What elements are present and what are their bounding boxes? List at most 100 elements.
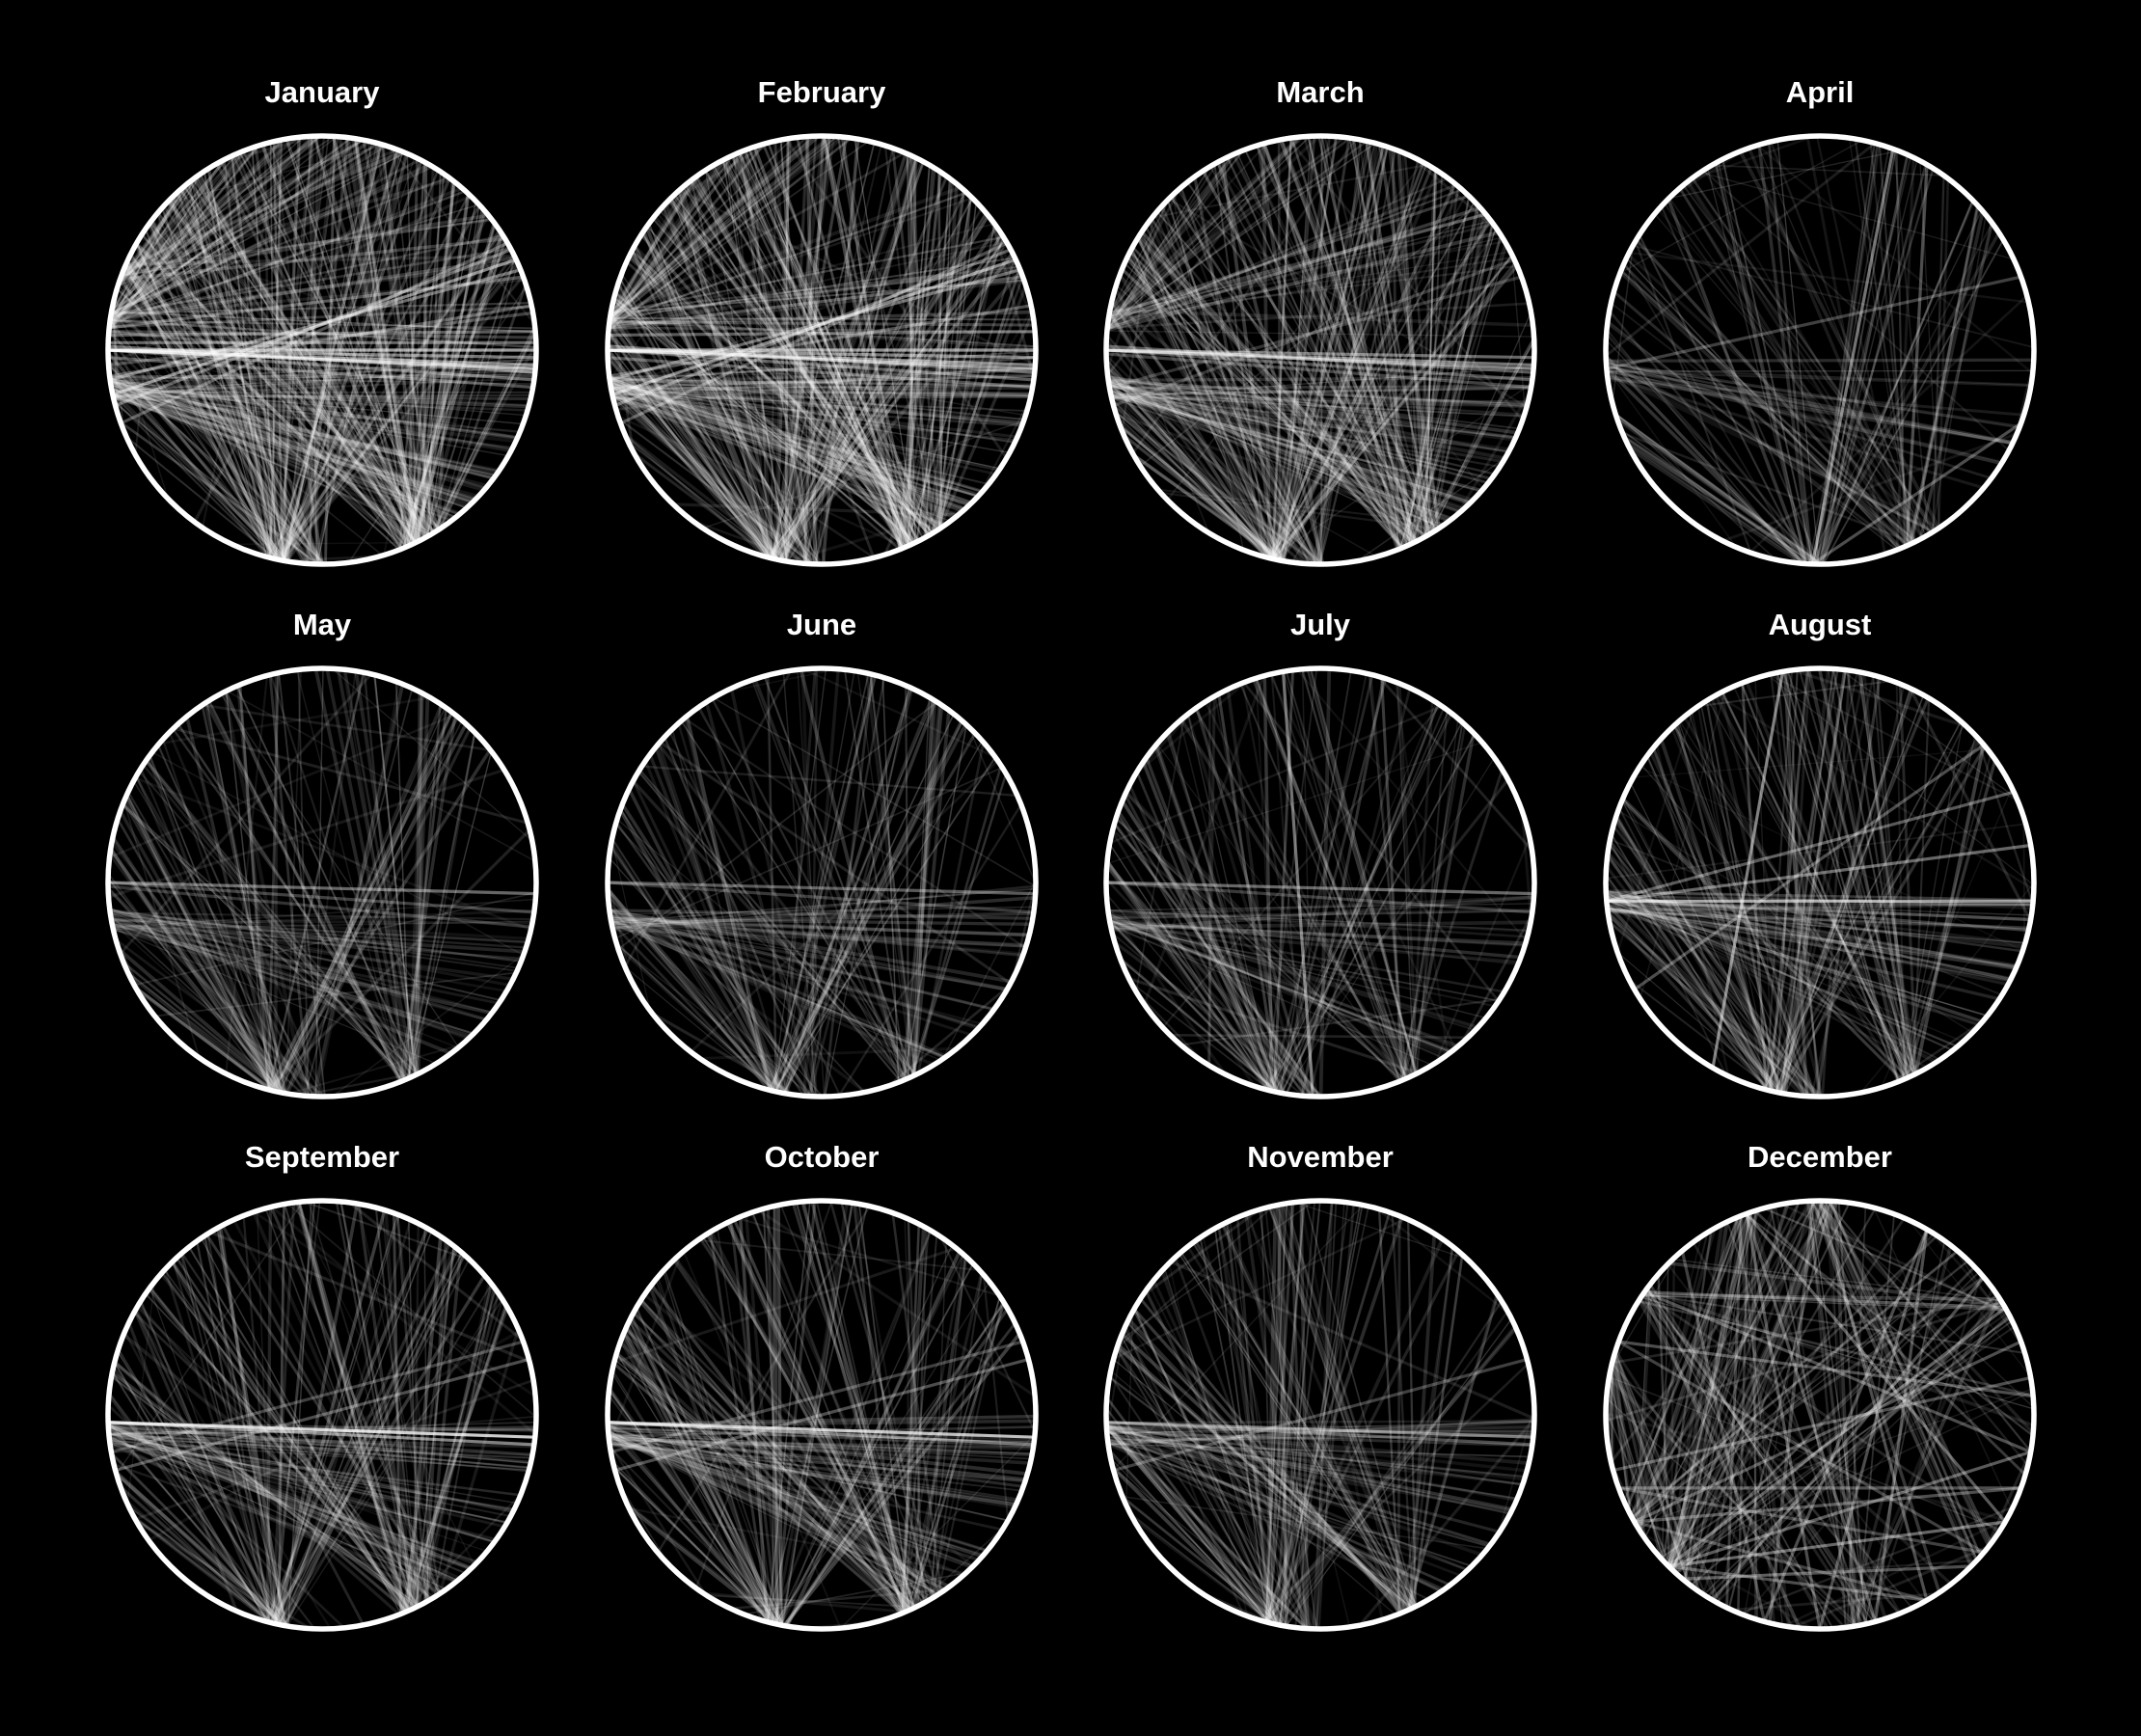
chord (1118, 273, 1308, 565)
chord (302, 1200, 472, 1261)
chord (1109, 391, 1303, 565)
chord (705, 1594, 917, 1609)
chord (608, 191, 968, 324)
chord (607, 1434, 1028, 1481)
chord (610, 386, 966, 511)
chord (1605, 843, 2033, 903)
chord (1281, 706, 1446, 1095)
chord (1105, 348, 1534, 382)
chord (1605, 790, 2016, 903)
chord (1663, 202, 1915, 544)
chord (435, 262, 519, 532)
chord (608, 150, 907, 325)
chord (771, 673, 878, 1093)
chord (1641, 1291, 2001, 1533)
chord (413, 1222, 420, 1610)
chord (609, 845, 790, 1096)
chord (1767, 141, 1814, 565)
chord (1105, 1424, 1535, 1430)
chord (297, 1200, 415, 1611)
chord (1605, 894, 1937, 1064)
chord (608, 1439, 1035, 1449)
chord (1291, 214, 1488, 563)
chord (1136, 236, 1426, 539)
chord (1129, 249, 1285, 562)
chord (107, 330, 537, 374)
chord (1667, 1202, 1788, 1567)
chord (1613, 816, 1811, 1098)
chord (633, 244, 928, 539)
chord (1374, 1207, 1510, 1316)
chord (1369, 672, 1407, 1081)
chord (929, 1255, 966, 1601)
chord (610, 920, 947, 1060)
chord (109, 381, 512, 452)
chord (618, 1483, 670, 1566)
chord (1605, 889, 2019, 969)
chord (1160, 204, 1311, 565)
chord (757, 1208, 1037, 1398)
chord (1623, 261, 1803, 565)
chord (1108, 385, 1533, 390)
chord (1108, 1373, 1279, 1626)
chord (1678, 186, 1908, 549)
chord (1645, 754, 1785, 1095)
chord (400, 1493, 523, 1615)
chord (1125, 256, 1427, 538)
chord (610, 921, 1010, 990)
chord (314, 667, 324, 1098)
chord (1633, 1520, 1929, 1602)
chord (426, 203, 480, 537)
chord (1407, 1245, 1454, 1612)
chord (1856, 670, 1918, 1074)
chord (610, 845, 777, 1093)
chord (1265, 712, 1453, 1092)
chord (1105, 135, 1322, 332)
chord (295, 1201, 407, 1614)
chord (1864, 1239, 1946, 1625)
chord (1668, 1202, 1790, 1569)
chord (185, 181, 281, 561)
chord (611, 1460, 772, 1624)
chord (903, 723, 967, 1081)
chord (1721, 691, 1911, 1079)
chord (611, 395, 1023, 427)
chord (107, 364, 327, 565)
chord (147, 1329, 521, 1542)
chord (116, 180, 191, 288)
chord (1661, 1262, 1669, 1561)
chord (1791, 1545, 1991, 1629)
chord (108, 1439, 530, 1471)
chord (1613, 411, 1777, 560)
chord (127, 1320, 238, 1614)
chord (1905, 163, 1929, 548)
chord (107, 1432, 506, 1529)
chord (118, 280, 419, 544)
chord (126, 259, 269, 558)
chord (1872, 1207, 2013, 1511)
chord (637, 770, 902, 1083)
chord (683, 717, 1027, 950)
ring (605, 665, 1039, 1099)
chord (1115, 817, 1403, 1082)
chord (619, 807, 804, 1098)
chord (1115, 1205, 1275, 1350)
chord (1105, 861, 1315, 1098)
panel-december: December (1603, 1140, 2037, 1632)
chord (608, 135, 836, 322)
chord (1622, 262, 1903, 550)
chord (1150, 217, 1412, 546)
chord (1606, 902, 2035, 912)
chord (635, 1306, 778, 1626)
chord (783, 143, 882, 562)
chord (1113, 286, 1274, 560)
chord (609, 1442, 1023, 1492)
chord (767, 241, 1009, 559)
chord (1714, 693, 1913, 1078)
chord (1209, 165, 1418, 543)
chord (610, 386, 980, 498)
chord (1177, 189, 1401, 550)
chord (172, 195, 271, 559)
chord (1628, 251, 2030, 304)
chord (610, 235, 1005, 393)
